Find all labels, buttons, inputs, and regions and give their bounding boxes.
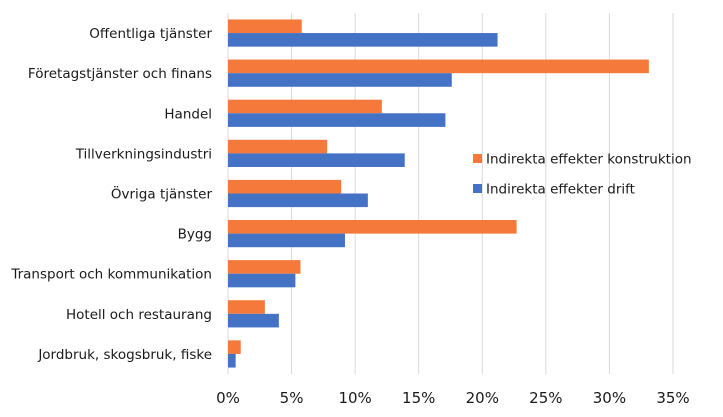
- legend-label-1: Indirekta effekter drift: [486, 182, 635, 198]
- bar-drift-0: [228, 33, 498, 47]
- bar-drift-1: [228, 73, 452, 87]
- bar-konstruktion-7: [228, 300, 265, 314]
- x-tick-label-2: 10%: [338, 389, 371, 407]
- category-label-0: Offentliga tjänster: [89, 26, 212, 42]
- bar-konstruktion-1: [228, 59, 649, 74]
- x-tick-label-0: 0%: [216, 389, 240, 407]
- legend: Indirekta effekter konstruktion Indirekta…: [473, 152, 692, 198]
- category-label-6: Transport och kommunikation: [10, 267, 212, 283]
- bar-drift-2: [228, 113, 446, 127]
- bar-drift-3: [228, 153, 405, 167]
- category-label-7: Hotell och restaurang: [66, 307, 212, 323]
- bar-drift-6: [228, 273, 296, 288]
- bar-drift-8: [228, 353, 236, 368]
- category-label-2: Handel: [164, 106, 212, 122]
- bars: [228, 19, 649, 368]
- x-tick-label-4: 20%: [466, 389, 499, 407]
- bar-drift-4: [228, 193, 368, 208]
- x-tick-label-5: 25%: [529, 389, 562, 407]
- bar-konstruktion-4: [228, 179, 342, 194]
- legend-swatch-0: [473, 154, 482, 163]
- bar-drift-5: [228, 233, 345, 248]
- x-tick-label-1: 5%: [280, 389, 304, 407]
- bar-konstruktion-3: [228, 139, 328, 154]
- legend-label-0: Indirekta effekter konstruktion: [486, 152, 692, 168]
- category-label-1: Företagstjänster och finans: [28, 66, 212, 82]
- bar-drift-7: [228, 313, 279, 328]
- bar-konstruktion-5: [228, 220, 517, 234]
- category-label-3: Tillverkningsindustri: [75, 146, 212, 162]
- category-label-8: Jordbruk, skogsbruk, fiske: [37, 347, 212, 363]
- bar-konstruktion-2: [228, 99, 382, 114]
- bar-konstruktion-6: [228, 260, 301, 274]
- category-label-4: Övriga tjänster: [111, 185, 213, 203]
- legend-swatch-1: [473, 184, 482, 193]
- x-tick-label-3: 15%: [402, 389, 435, 407]
- x-tick-label-7: 35%: [656, 389, 689, 407]
- bar-konstruktion-8: [228, 340, 241, 354]
- x-tick-label-6: 30%: [593, 389, 626, 407]
- category-label-5: Bygg: [178, 227, 212, 243]
- bar-konstruktion-0: [228, 19, 302, 34]
- x-tick-labels: 0% 5% 10% 15% 20% 25% 30% 35%: [216, 389, 690, 407]
- category-labels: Offentliga tjänster Företagstjänster och …: [10, 26, 212, 363]
